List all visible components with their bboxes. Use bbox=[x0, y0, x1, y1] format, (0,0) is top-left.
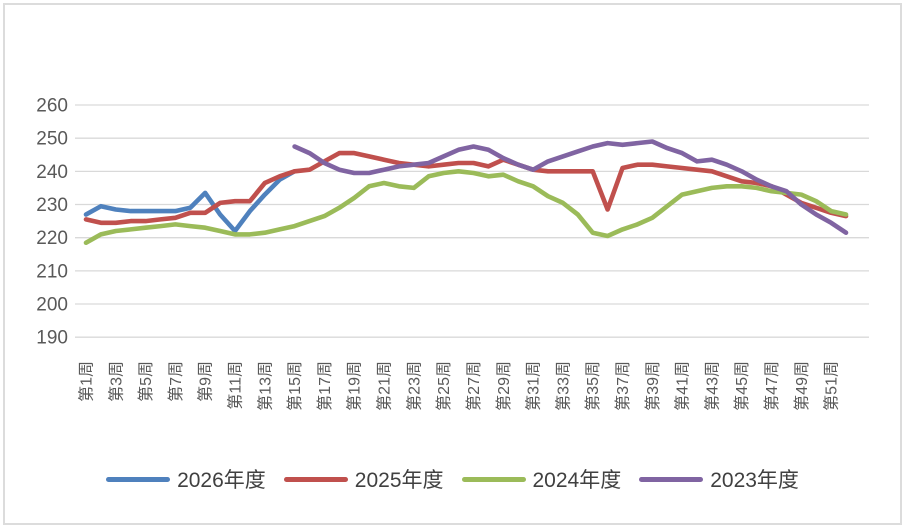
y-tick-label: 260 bbox=[36, 96, 68, 117]
x-tick-label: 第29周 bbox=[495, 361, 513, 411]
x-tick-label: 第3周 bbox=[107, 361, 125, 402]
x-tick-label: 第25周 bbox=[435, 361, 453, 411]
x-tick-label: 第39周 bbox=[644, 361, 662, 411]
x-tick-label: 第37周 bbox=[614, 361, 632, 411]
x-tick-label: 第23周 bbox=[405, 361, 423, 411]
legend-item-2023年度: 2023年度 bbox=[639, 464, 799, 494]
x-tick-label: 第45周 bbox=[733, 361, 751, 411]
x-tick-label: 第11周 bbox=[227, 361, 245, 410]
x-axis-labels: 第1周 第3周 第5周 第7周 第9周 第11周 第13周 第15周 第17周 第19周 第21周第… bbox=[78, 361, 841, 411]
x-tick-label: 第13周 bbox=[256, 361, 274, 411]
series-line-2023年度 bbox=[292, 139, 849, 235]
series-line-2024年度 bbox=[83, 169, 849, 245]
x-tick-label: 第35周 bbox=[584, 361, 602, 411]
y-axis-labels: 260 250 240 230 220 210 200 190 bbox=[36, 96, 68, 349]
legend-item-2026年度: 2026年度 bbox=[106, 464, 266, 494]
legend-item-2025年度: 2025年度 bbox=[283, 464, 444, 494]
x-tick-label: 第19周 bbox=[346, 361, 364, 411]
x-tick-label: 第5周 bbox=[137, 361, 155, 402]
x-tick-label: 第43周 bbox=[703, 361, 721, 411]
legend-label: 2023年度 bbox=[710, 469, 799, 492]
y-tick-label: 210 bbox=[36, 261, 68, 282]
x-tick-label: 第41周 bbox=[674, 361, 692, 411]
chart-outer-border bbox=[3, 3, 902, 525]
x-tick-label: 第7周 bbox=[167, 361, 185, 402]
legend-swatch-2024年度 bbox=[461, 476, 526, 482]
gridlines bbox=[75, 104, 869, 338]
y-tick-label: 250 bbox=[36, 129, 68, 150]
x-tick-label: 第15周 bbox=[286, 361, 304, 411]
legend-label: 2026年度 bbox=[177, 469, 266, 492]
legend-swatch-2025年度 bbox=[283, 476, 348, 482]
chart-legend: 2026年度 2025年度 2024年度 2023年度 bbox=[0, 464, 905, 494]
legend-swatch-2026年度 bbox=[106, 476, 171, 482]
y-tick-label: 220 bbox=[36, 228, 68, 249]
x-tick-label: 第21周 bbox=[376, 361, 394, 411]
x-tick-label: 第47周 bbox=[763, 361, 781, 411]
y-tick-label: 190 bbox=[36, 328, 68, 349]
x-tick-label: 第9周 bbox=[197, 361, 215, 402]
y-tick-label: 230 bbox=[36, 195, 68, 216]
y-tick-label: 200 bbox=[36, 295, 68, 316]
y-tick-label: 240 bbox=[36, 162, 68, 183]
x-tick-label: 第31周 bbox=[525, 361, 543, 411]
x-tick-label: 第27周 bbox=[465, 361, 483, 411]
x-tick-label: 第49周 bbox=[793, 361, 811, 411]
series-line-2026年度 bbox=[83, 169, 297, 234]
legend-label: 2024年度 bbox=[532, 469, 622, 492]
legend-swatch-2023年度 bbox=[639, 476, 704, 482]
x-tick-label: 第17周 bbox=[316, 361, 334, 411]
x-tick-label: 第1周 bbox=[78, 361, 96, 402]
legend-label: 2025年度 bbox=[354, 469, 444, 492]
x-tick-label: 第33周 bbox=[554, 361, 572, 411]
x-tick-label: 第51周 bbox=[823, 361, 841, 411]
legend-item-2024年度: 2024年度 bbox=[461, 464, 622, 494]
series-line-2025年度 bbox=[83, 150, 849, 226]
